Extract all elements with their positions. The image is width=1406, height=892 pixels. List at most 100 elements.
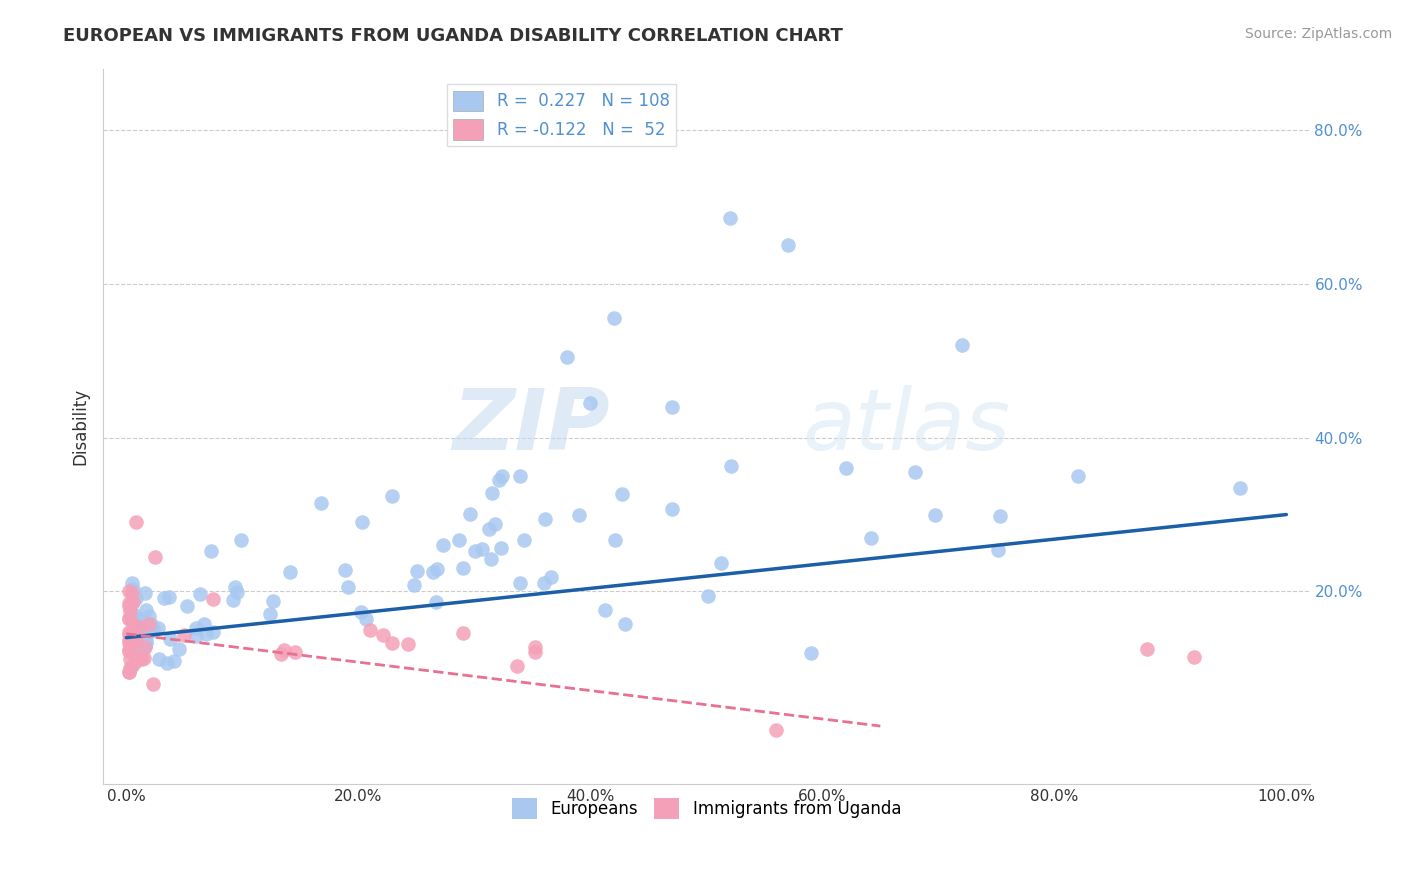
Point	[121, 658, 143, 673]
Point	[184, 629, 207, 643]
Point	[152, 591, 174, 605]
Point	[337, 580, 360, 594]
Point	[464, 543, 486, 558]
Point	[124, 655, 146, 669]
Point	[173, 628, 195, 642]
Point	[121, 575, 143, 590]
Point	[157, 591, 180, 605]
Y-axis label: Disability: Disability	[72, 387, 89, 465]
Point	[134, 640, 156, 655]
Point	[226, 585, 249, 599]
Point	[124, 608, 146, 623]
Point	[523, 640, 546, 655]
Point	[120, 660, 142, 674]
Point	[127, 651, 149, 665]
Point	[309, 496, 332, 510]
Point	[121, 638, 143, 652]
Point	[117, 636, 139, 650]
Point	[117, 665, 139, 680]
Point	[121, 596, 143, 610]
Point	[396, 637, 419, 651]
Point	[335, 563, 357, 577]
Point	[125, 633, 148, 648]
Point	[127, 624, 149, 639]
Point	[134, 586, 156, 600]
Point	[124, 515, 146, 529]
Point	[373, 628, 395, 642]
Point	[278, 565, 301, 579]
Point	[860, 531, 883, 545]
Point	[451, 561, 474, 575]
Point	[138, 609, 160, 624]
Point	[125, 614, 148, 628]
Point	[131, 652, 153, 666]
Point	[284, 645, 307, 659]
Point	[122, 618, 145, 632]
Point	[122, 594, 145, 608]
Point	[118, 604, 141, 618]
Point	[509, 576, 531, 591]
Point	[950, 338, 973, 352]
Point	[491, 541, 513, 556]
Point	[602, 311, 624, 326]
Point	[117, 624, 139, 639]
Point	[121, 585, 143, 599]
Point	[148, 652, 170, 666]
Point	[176, 599, 198, 613]
Point	[1136, 642, 1159, 657]
Point	[202, 625, 225, 640]
Point	[924, 508, 946, 523]
Point	[194, 627, 217, 641]
Point	[118, 627, 141, 641]
Point	[193, 617, 215, 632]
Point	[718, 211, 741, 226]
Point	[120, 632, 142, 646]
Text: EUROPEAN VS IMMIGRANTS FROM UGANDA DISABILITY CORRELATION CHART: EUROPEAN VS IMMIGRANTS FROM UGANDA DISAB…	[63, 27, 844, 45]
Point	[491, 469, 513, 483]
Point	[990, 508, 1012, 523]
Point	[605, 533, 627, 547]
Point	[426, 562, 449, 576]
Point	[132, 642, 155, 657]
Point	[125, 591, 148, 606]
Point	[135, 633, 157, 648]
Point	[661, 502, 683, 516]
Point	[122, 647, 145, 661]
Point	[350, 605, 373, 619]
Point	[148, 621, 170, 635]
Point	[132, 650, 155, 665]
Point	[987, 543, 1010, 558]
Point	[120, 632, 142, 646]
Point	[229, 533, 252, 547]
Point	[118, 644, 141, 658]
Point	[262, 594, 284, 608]
Point	[132, 615, 155, 629]
Point	[117, 610, 139, 624]
Point	[402, 577, 425, 591]
Point	[356, 611, 378, 625]
Point	[122, 582, 145, 597]
Point	[200, 544, 222, 558]
Point	[555, 350, 578, 364]
Point	[481, 485, 503, 500]
Point	[117, 584, 139, 599]
Point	[471, 542, 494, 557]
Point	[568, 508, 591, 523]
Point	[447, 533, 470, 548]
Point	[122, 626, 145, 640]
Point	[162, 654, 184, 668]
Point	[484, 517, 506, 532]
Point	[135, 636, 157, 650]
Text: ZIP: ZIP	[453, 384, 610, 467]
Point	[201, 592, 224, 607]
Point	[128, 620, 150, 634]
Point	[142, 677, 165, 691]
Point	[118, 652, 141, 666]
Point	[451, 625, 474, 640]
Point	[122, 630, 145, 644]
Point	[188, 586, 211, 600]
Point	[540, 570, 562, 584]
Point	[765, 723, 787, 737]
Point	[155, 656, 177, 670]
Point	[505, 659, 527, 673]
